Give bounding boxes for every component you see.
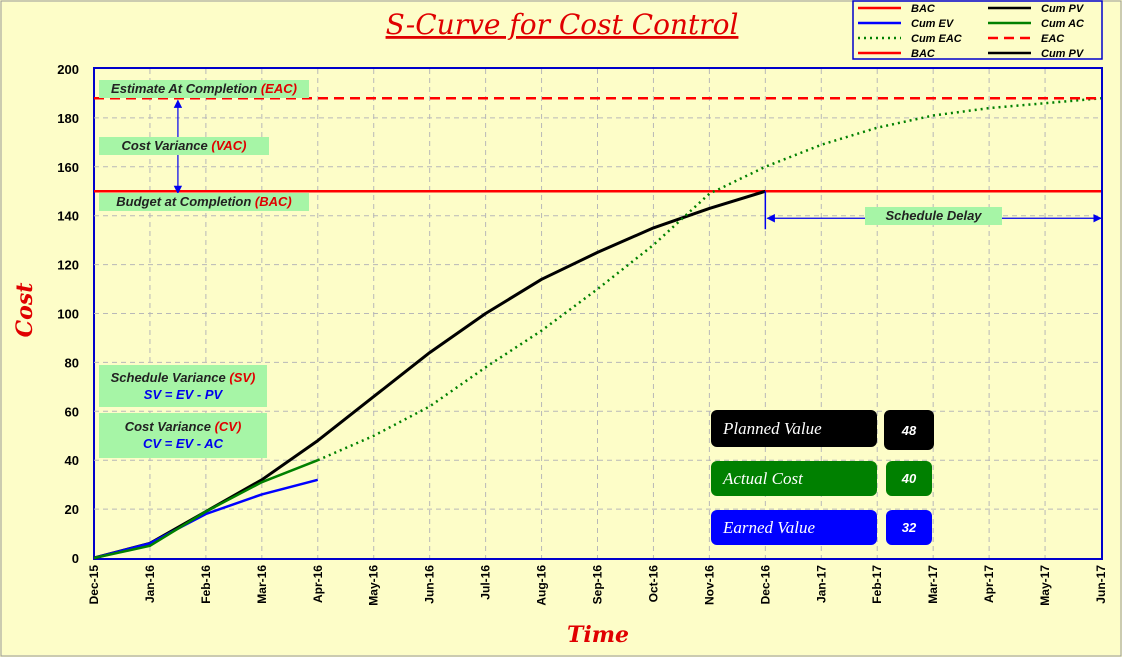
legend-label-2: Cum EV (911, 18, 955, 30)
x-tick-label-17: May-17 (1038, 565, 1052, 606)
eac-annotation-tag: (EAC) (260, 81, 297, 96)
x-tick-label-12: Dec-16 (758, 565, 772, 605)
vac-annotation: Cost Variance (VAC) (99, 137, 269, 155)
cv-annotation-tag: (CV) (214, 419, 242, 434)
x-tick-label-8: Aug-16 (535, 565, 549, 606)
x-tick-label-5: May-16 (367, 565, 381, 606)
x-axis-ticks: Dec-15 Jan-16 Feb-16 Mar-16 Apr-16 May-16 Jun-… (87, 565, 1108, 606)
chart-title: S-Curve for Cost Control (386, 8, 739, 41)
x-tick-label-18: Jun-17 (1094, 565, 1108, 604)
earned-value-label-box: Earned Value (711, 510, 877, 545)
y-tick-label-7: 140 (57, 209, 79, 224)
eac-annotation: Estimate At Completion (EAC) (99, 80, 309, 98)
gridlines (94, 69, 1101, 558)
schedule-delay-label: Schedule Delay (885, 208, 982, 223)
y-axis-ticks: 0 20 40 60 80 100 120 140 160 180 200 (57, 62, 79, 566)
x-tick-label-6: Jun-16 (423, 565, 437, 604)
x-tick-label-7: Jul-16 (479, 565, 493, 600)
x-tick-label-0: Dec-15 (87, 565, 101, 605)
sv-annotation-tag: (SV) (229, 370, 256, 385)
x-tick-label-16: Apr-17 (982, 565, 996, 603)
legend-frame (852, 0, 1103, 60)
vac-annotation-label: Cost Variance (121, 138, 208, 153)
cv-annotation: Cost Variance (CV) CV = EV - AC (99, 413, 267, 458)
planned-value-box: 48 (884, 410, 934, 450)
legend-label-3: Cum AC (1041, 18, 1085, 30)
y-tick-label-3: 60 (65, 404, 79, 419)
x-axis-title: Time (567, 622, 629, 648)
y-tick-label-10: 200 (57, 62, 79, 77)
x-tick-label-3: Mar-16 (255, 565, 269, 604)
actual-cost-label-box: Actual Cost (711, 461, 877, 496)
schedule-delay-annotation: Schedule Delay (865, 207, 1002, 225)
eac-annotation-label: Estimate At Completion (111, 81, 258, 96)
sv-annotation-label: Schedule Variance (110, 370, 226, 385)
legend-label-6: BAC (911, 48, 936, 60)
legend-label-1: Cum PV (1041, 3, 1085, 15)
y-tick-label-5: 100 (57, 307, 79, 322)
x-tick-label-1: Jan-16 (143, 565, 157, 603)
legend: BAC Cum PV Cum EV Cum AC Cum EAC EAC BAC Cum PV (852, 0, 1103, 60)
series-line-3 (93, 459, 319, 560)
y-tick-label-0: 0 (72, 551, 79, 566)
y-tick-label-8: 160 (57, 160, 79, 175)
x-tick-label-15: Mar-17 (926, 565, 940, 604)
x-tick-label-2: Feb-16 (199, 565, 213, 604)
series-line-2 (93, 478, 319, 560)
vac-annotation-tag: (VAC) (211, 138, 247, 153)
x-tick-label-4: Apr-16 (311, 565, 325, 603)
x-tick-label-13: Jan-17 (814, 565, 828, 603)
cv-formula: CV = EV - AC (142, 436, 224, 451)
earned-value-box: 32 (886, 510, 932, 545)
series-lines (93, 97, 1102, 560)
series-line-4 (317, 97, 1102, 462)
actual-cost-box: 40 (886, 461, 932, 496)
y-tick-label-1: 20 (65, 502, 79, 517)
legend-label-7: Cum PV (1041, 48, 1085, 60)
legend-label-5: EAC (1041, 33, 1065, 45)
y-tick-label-9: 180 (57, 111, 79, 126)
y-tick-label-2: 40 (65, 453, 79, 468)
planned-value-label-box: Planned Value (711, 410, 877, 447)
bac-annotation: Budget at Completion (BAC) (99, 193, 309, 211)
x-tick-label-9: Sep-16 (591, 565, 605, 605)
sv-formula: SV = EV - PV (143, 387, 223, 402)
x-tick-label-11: Nov-16 (702, 565, 716, 605)
y-tick-label-6: 120 (57, 258, 79, 273)
y-axis-title: Cost (12, 283, 38, 338)
bac-annotation-tag: (BAC) (254, 194, 292, 209)
legend-label-0: BAC (911, 3, 936, 15)
y-tick-label-4: 80 (65, 355, 79, 370)
x-tick-label-10: Oct-16 (646, 565, 660, 603)
legend-label-4: Cum EAC (911, 33, 963, 45)
x-tick-label-14: Feb-17 (870, 565, 884, 604)
bac-annotation-label: Budget at Completion (116, 194, 252, 209)
sv-annotation: Schedule Variance (SV) SV = EV - PV (99, 365, 267, 407)
cv-annotation-label: Cost Variance (124, 419, 211, 434)
